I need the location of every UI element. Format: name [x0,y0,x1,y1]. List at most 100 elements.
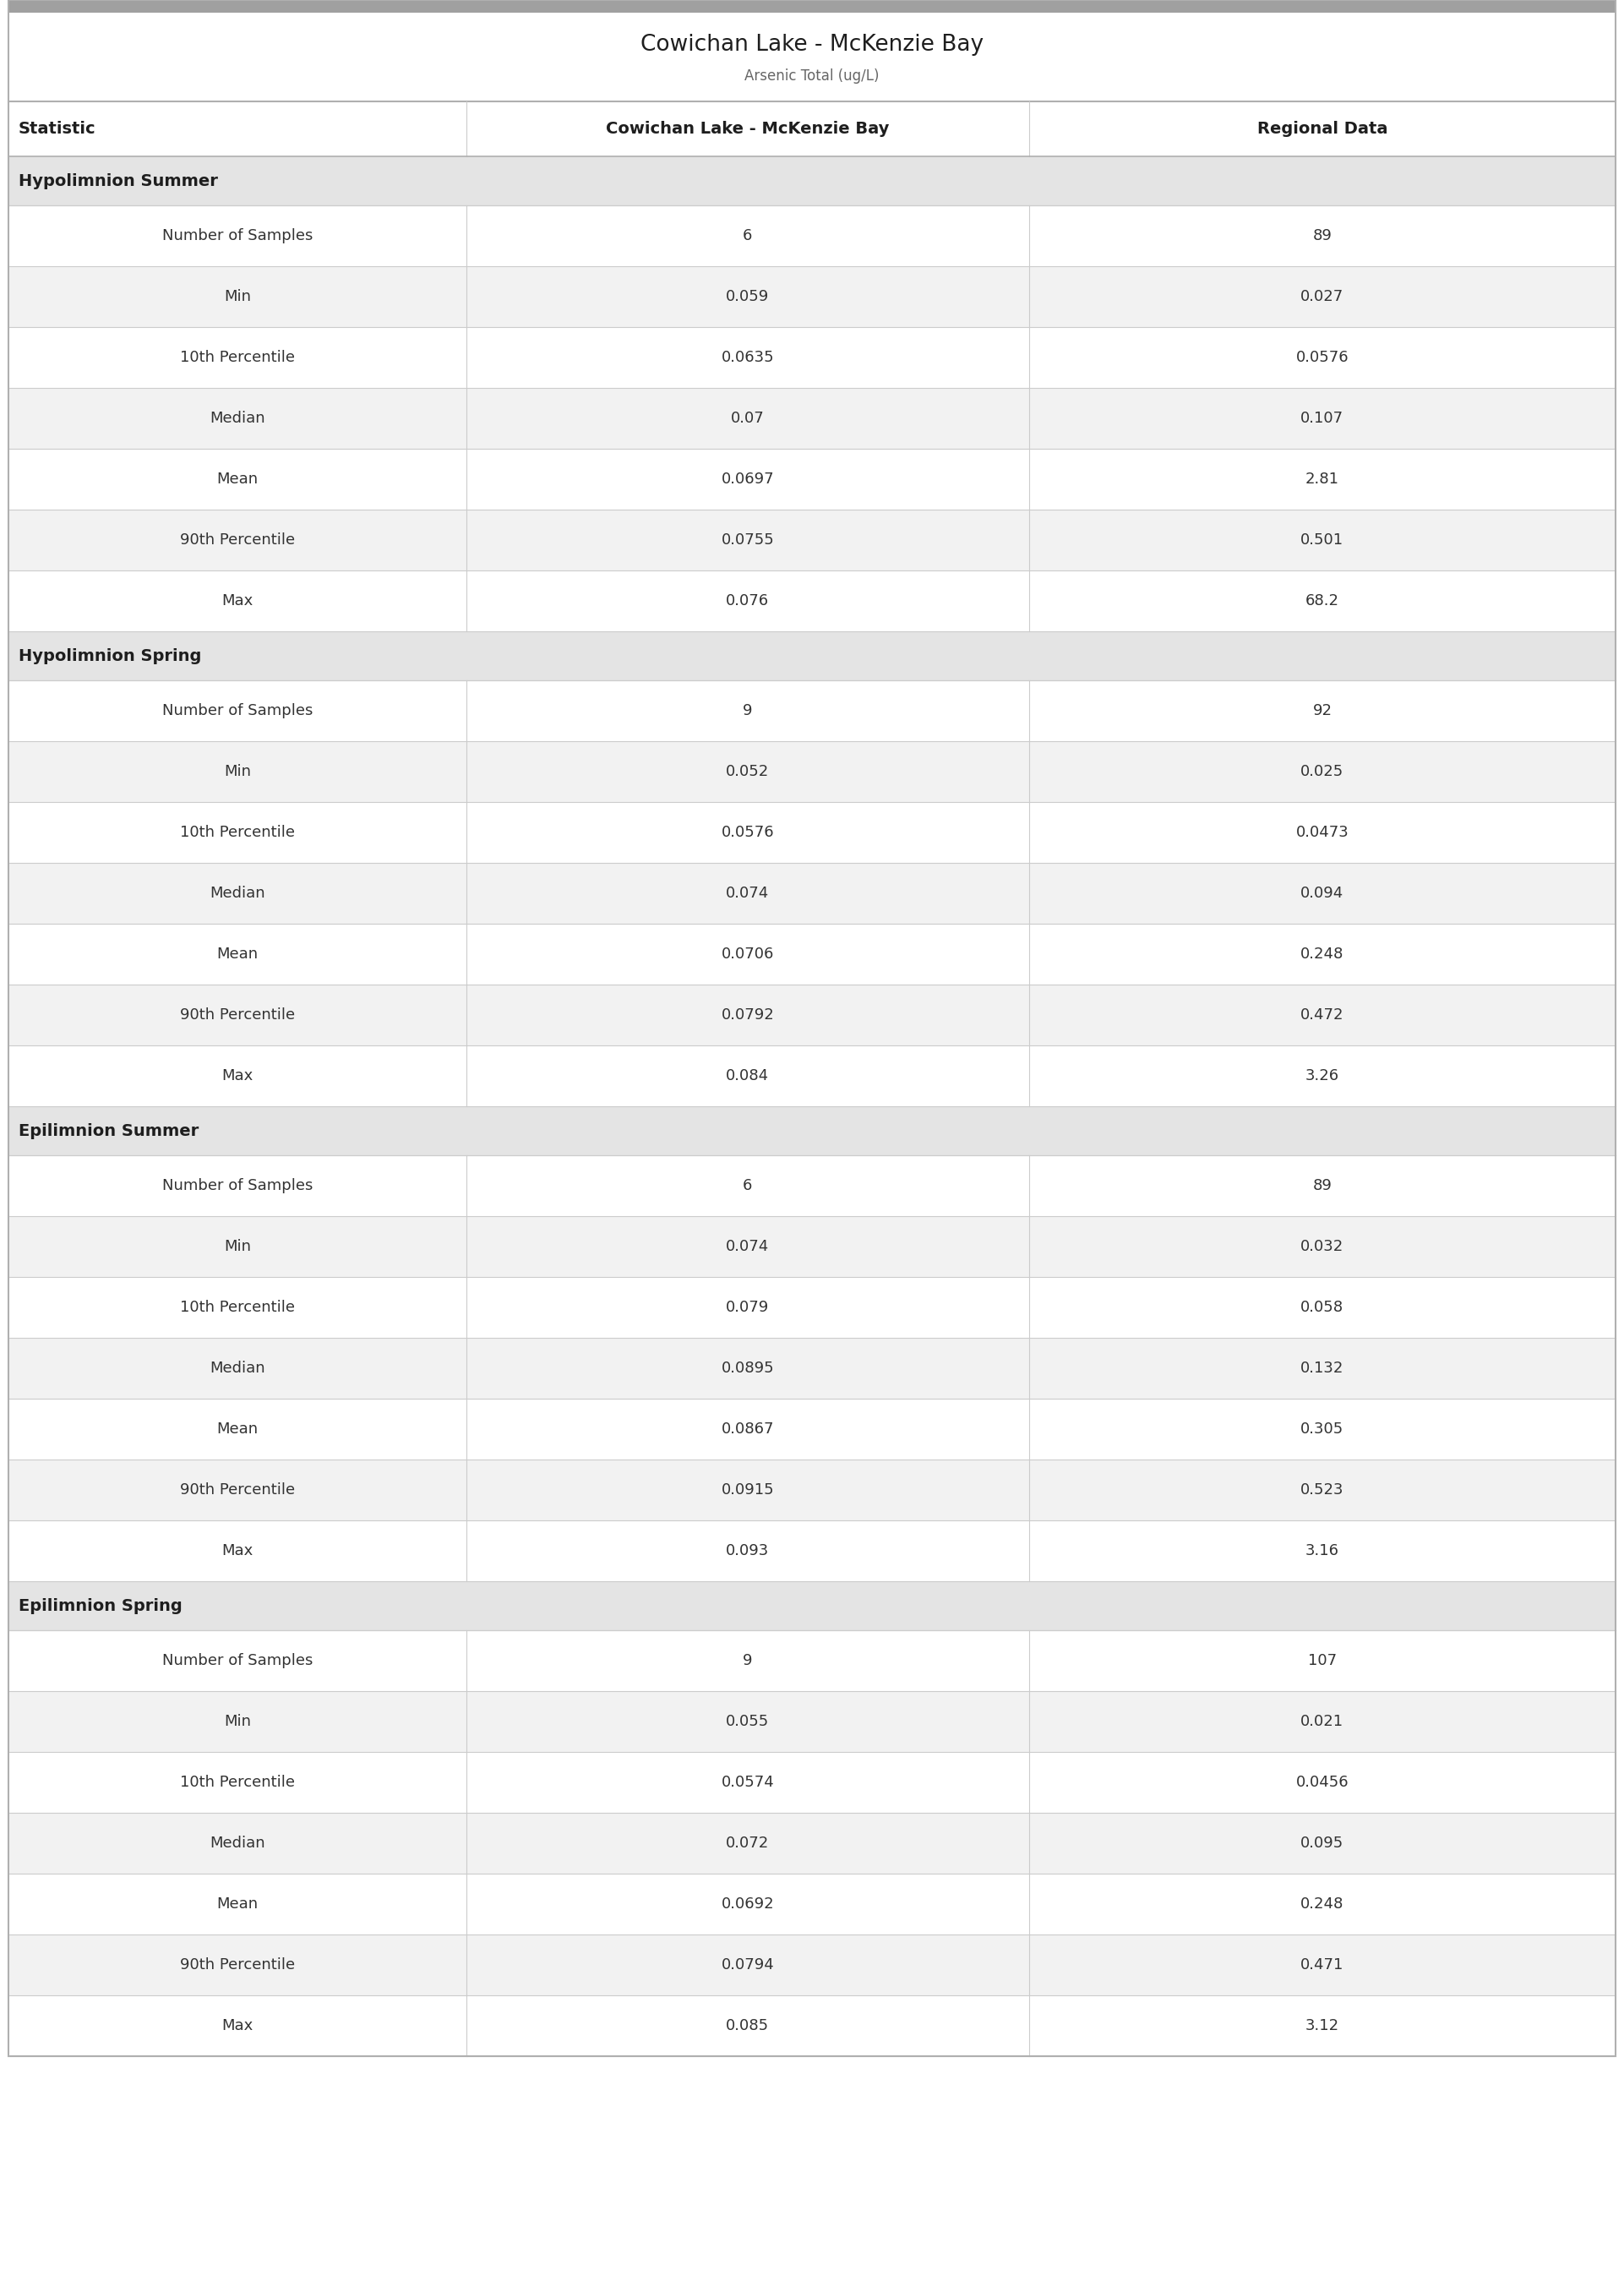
Text: 0.072: 0.072 [726,1836,770,1850]
Text: 0.132: 0.132 [1301,1360,1345,1376]
Text: Epilimnion Summer: Epilimnion Summer [18,1124,198,1140]
Text: Max: Max [222,1544,253,1559]
Bar [8,863,1616,924]
Text: Min: Min [224,1714,252,1730]
Bar [8,1630,1616,1691]
Bar [8,388,1616,449]
Text: 0.032: 0.032 [1301,1239,1345,1253]
Text: Median: Median [209,1360,265,1376]
Bar [8,631,1616,681]
Text: 0.471: 0.471 [1301,1957,1345,1973]
Text: 0.094: 0.094 [1301,885,1345,901]
Text: 0.027: 0.027 [1301,288,1345,304]
Bar [8,1814,1616,1873]
Bar [8,1398,1616,1460]
Text: Hypolimnion Summer: Hypolimnion Summer [18,173,218,188]
Bar [8,1995,1616,2057]
Bar [8,157,1616,204]
Text: 0.0576: 0.0576 [1296,350,1348,365]
Bar [8,1460,1616,1521]
Text: 0.0794: 0.0794 [721,1957,775,1973]
Text: 0.0755: 0.0755 [721,533,775,547]
Text: 68.2: 68.2 [1306,592,1340,608]
Bar [8,1337,1616,1398]
Text: Epilimnion Spring: Epilimnion Spring [18,1598,182,1614]
Text: 0.085: 0.085 [726,2018,770,2034]
Text: 90th Percentile: 90th Percentile [180,533,296,547]
Bar [8,102,1616,157]
Text: Hypolimnion Spring: Hypolimnion Spring [18,647,201,663]
Text: 0.07: 0.07 [731,411,765,427]
Text: 0.074: 0.074 [726,1239,770,1253]
Text: 9: 9 [742,1653,752,1668]
Bar [8,1217,1616,1278]
Text: Statistic: Statistic [18,120,96,136]
Text: 0.248: 0.248 [1301,947,1345,962]
Text: Median: Median [209,411,265,427]
Text: 89: 89 [1312,229,1332,243]
Bar [8,1278,1616,1337]
Text: 0.0867: 0.0867 [721,1421,775,1437]
Text: Cowichan Lake - McKenzie Bay: Cowichan Lake - McKenzie Bay [640,34,984,57]
Text: 9: 9 [742,704,752,717]
Bar [8,1582,1616,1630]
Text: 0.076: 0.076 [726,592,770,608]
Text: 0.058: 0.058 [1301,1301,1343,1314]
Text: 0.0473: 0.0473 [1296,824,1350,840]
Text: Max: Max [222,2018,253,2034]
Bar [8,204,1616,266]
Text: 0.305: 0.305 [1301,1421,1345,1437]
Bar [8,1752,1616,1814]
Text: 0.0792: 0.0792 [721,1008,775,1022]
Bar [8,14,1616,102]
Bar [8,449,1616,508]
Text: 0.248: 0.248 [1301,1895,1345,1911]
Text: 0.095: 0.095 [1301,1836,1345,1850]
Text: Mean: Mean [216,947,258,962]
Text: 107: 107 [1307,1653,1337,1668]
Text: Min: Min [224,288,252,304]
Bar [8,266,1616,327]
Bar [8,1105,1616,1155]
Text: 0.025: 0.025 [1301,765,1345,779]
Text: 92: 92 [1312,704,1332,717]
Bar [8,985,1616,1046]
Text: 0.501: 0.501 [1301,533,1343,547]
Text: 0.472: 0.472 [1301,1008,1345,1022]
Text: Mean: Mean [216,1895,258,1911]
Bar [8,681,1616,742]
Text: 0.0574: 0.0574 [721,1775,775,1791]
Text: Number of Samples: Number of Samples [162,1653,313,1668]
Text: Cowichan Lake - McKenzie Bay: Cowichan Lake - McKenzie Bay [606,120,890,136]
Text: Median: Median [209,885,265,901]
Text: Min: Min [224,765,252,779]
Bar [8,1691,1616,1752]
Text: Min: Min [224,1239,252,1253]
Text: 0.0576: 0.0576 [721,824,775,840]
Text: 0.0895: 0.0895 [721,1360,775,1376]
Bar [8,1934,1616,1995]
Bar [8,508,1616,570]
Text: 0.0692: 0.0692 [721,1895,775,1911]
Text: Number of Samples: Number of Samples [162,1178,313,1194]
Text: 0.0635: 0.0635 [721,350,775,365]
Text: Arsenic Total (ug/L): Arsenic Total (ug/L) [745,68,879,84]
Text: 0.0915: 0.0915 [721,1482,775,1498]
Text: Number of Samples: Number of Samples [162,229,313,243]
Text: 0.059: 0.059 [726,288,770,304]
Bar [8,0,1616,14]
Text: 0.0697: 0.0697 [721,472,775,486]
Bar [8,742,1616,801]
Text: 90th Percentile: 90th Percentile [180,1008,296,1022]
Text: 0.021: 0.021 [1301,1714,1343,1730]
Bar [8,1155,1616,1217]
Text: 6: 6 [742,1178,752,1194]
Bar [8,924,1616,985]
Text: 10th Percentile: 10th Percentile [180,350,296,365]
Text: 10th Percentile: 10th Percentile [180,824,296,840]
Text: 0.079: 0.079 [726,1301,770,1314]
Text: 0.093: 0.093 [726,1544,770,1559]
Text: 3.12: 3.12 [1306,2018,1340,2034]
Text: 0.055: 0.055 [726,1714,770,1730]
Text: 0.074: 0.074 [726,885,770,901]
